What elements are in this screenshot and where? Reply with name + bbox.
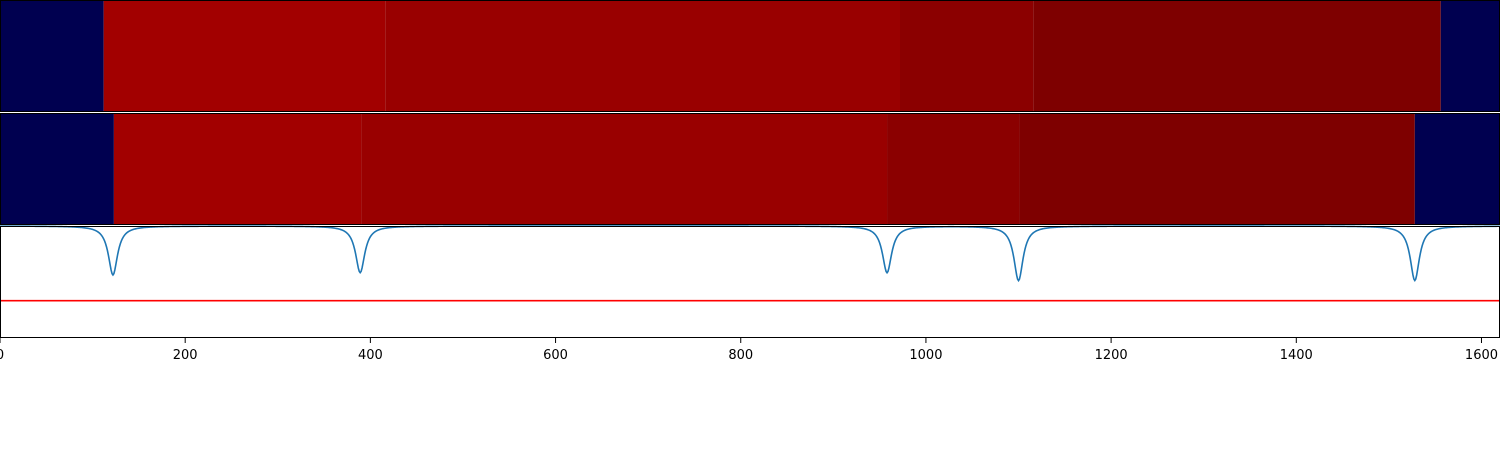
band-1-segment-5 <box>1414 113 1500 225</box>
x-tick-label-2: 400 <box>358 348 383 363</box>
x-tick-label-6: 1200 <box>1095 348 1128 363</box>
heatmap-band-top <box>0 0 1500 112</box>
x-axis: 0 200 400 600 800 1000 1200 1400 1600 <box>0 338 1498 363</box>
band-1-segment-2 <box>361 113 888 225</box>
axes-frame-2 <box>0 226 1500 338</box>
trace-series-line <box>0 225 1500 283</box>
band-0-segment-1 <box>103 0 386 112</box>
x-tick-label-3: 600 <box>543 348 568 363</box>
x-tick-label-0: 0 <box>0 348 4 363</box>
x-tick-label-7: 1400 <box>1280 348 1313 363</box>
x-tick-label-8: 1600 <box>1465 348 1498 363</box>
band-0-segment-3 <box>900 0 1034 112</box>
x-tick-label-1: 200 <box>173 348 198 363</box>
heatmap-band-bottom <box>0 113 1500 225</box>
x-tick-label-4: 800 <box>728 348 753 363</box>
band-0-segment-2 <box>385 0 900 112</box>
band-1-segment-3 <box>887 113 1020 225</box>
band-0-segment-0 <box>0 0 104 112</box>
trace-panel <box>0 225 1500 302</box>
band-1-segment-0 <box>0 113 114 225</box>
band-0-segment-5 <box>1440 0 1500 112</box>
x-tick-label-5: 1000 <box>909 348 942 363</box>
band-1-segment-4 <box>1019 113 1415 225</box>
band-1-segment-1 <box>113 113 362 225</box>
band-0-segment-4 <box>1033 0 1441 112</box>
